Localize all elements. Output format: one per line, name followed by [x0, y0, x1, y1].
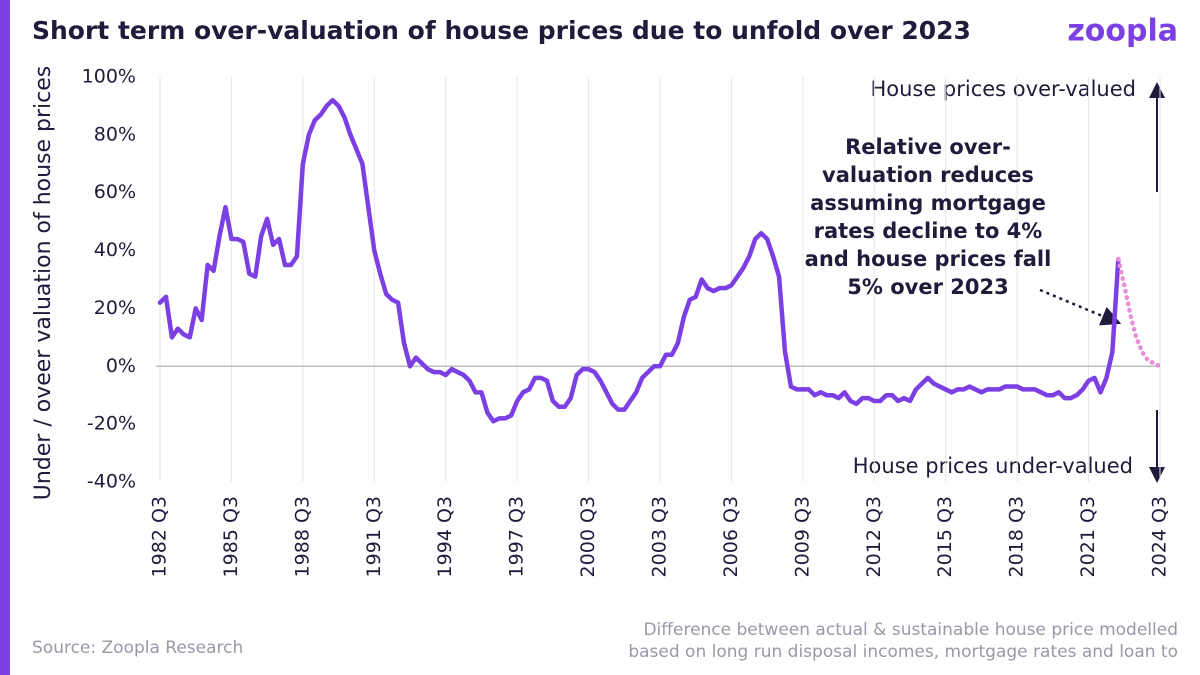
annotation: and house prices fall: [805, 247, 1052, 271]
chart-title: Short term over-valuation of house price…: [32, 16, 971, 45]
data-line: [1116, 257, 1163, 369]
annotation: House prices under-valued: [853, 454, 1133, 478]
annotation: 5% over 2023: [847, 275, 1008, 299]
y-tick-label: -20%: [87, 413, 136, 435]
y-tick-label: 100%: [82, 66, 136, 88]
y-tick-label: 60%: [94, 181, 136, 203]
annotation: House prices over-valued: [870, 77, 1136, 101]
logo: zoopla: [1067, 14, 1178, 49]
note: Difference between actual & sustainable …: [643, 620, 1178, 640]
x-tick-label: 2012 Q3: [863, 496, 885, 577]
source: Source: Zoopla Research: [32, 638, 243, 658]
x-tick-label: 2021 Q3: [1077, 496, 1099, 577]
x-tick-label: 2003 Q3: [649, 496, 671, 577]
x-tick-label: 2015 Q3: [934, 496, 956, 577]
x-tick-label: 1985 Q3: [220, 496, 242, 577]
data-line: [157, 97, 1121, 424]
x-tick-label: 2000 Q3: [577, 496, 599, 577]
annotation: assuming mortgage: [810, 191, 1046, 215]
x-tick-label: 2018 Q3: [1006, 496, 1028, 577]
annotation: valuation reduces: [822, 163, 1034, 187]
y-tick-label: 0%: [106, 355, 136, 377]
y-tick-label: 20%: [94, 297, 136, 319]
x-tick-label: 1982 Q3: [149, 496, 171, 577]
note: based on long run disposal incomes, mort…: [628, 642, 1178, 662]
annotation: rates decline to 4%: [814, 219, 1043, 243]
x-tick-label: 2024 Q3: [1149, 496, 1171, 577]
x-tick-label: 2006 Q3: [720, 496, 742, 577]
x-tick-label: 1991 Q3: [363, 496, 385, 577]
y-tick-label: 40%: [94, 239, 136, 261]
y-axis-title: Under / oveer valuation of house prices: [31, 66, 56, 501]
x-tick-label: 2009 Q3: [791, 496, 813, 577]
side-bar: [0, 0, 10, 675]
arrow: [1039, 288, 1122, 326]
annotation: Relative over-: [845, 135, 1011, 159]
x-tick-label: 1988 Q3: [291, 496, 313, 577]
x-tick-label: 1997 Q3: [506, 496, 528, 577]
y-tick-label: -40%: [87, 471, 136, 493]
y-tick-label: 80%: [94, 123, 136, 145]
x-tick-label: 1994 Q3: [434, 496, 456, 577]
